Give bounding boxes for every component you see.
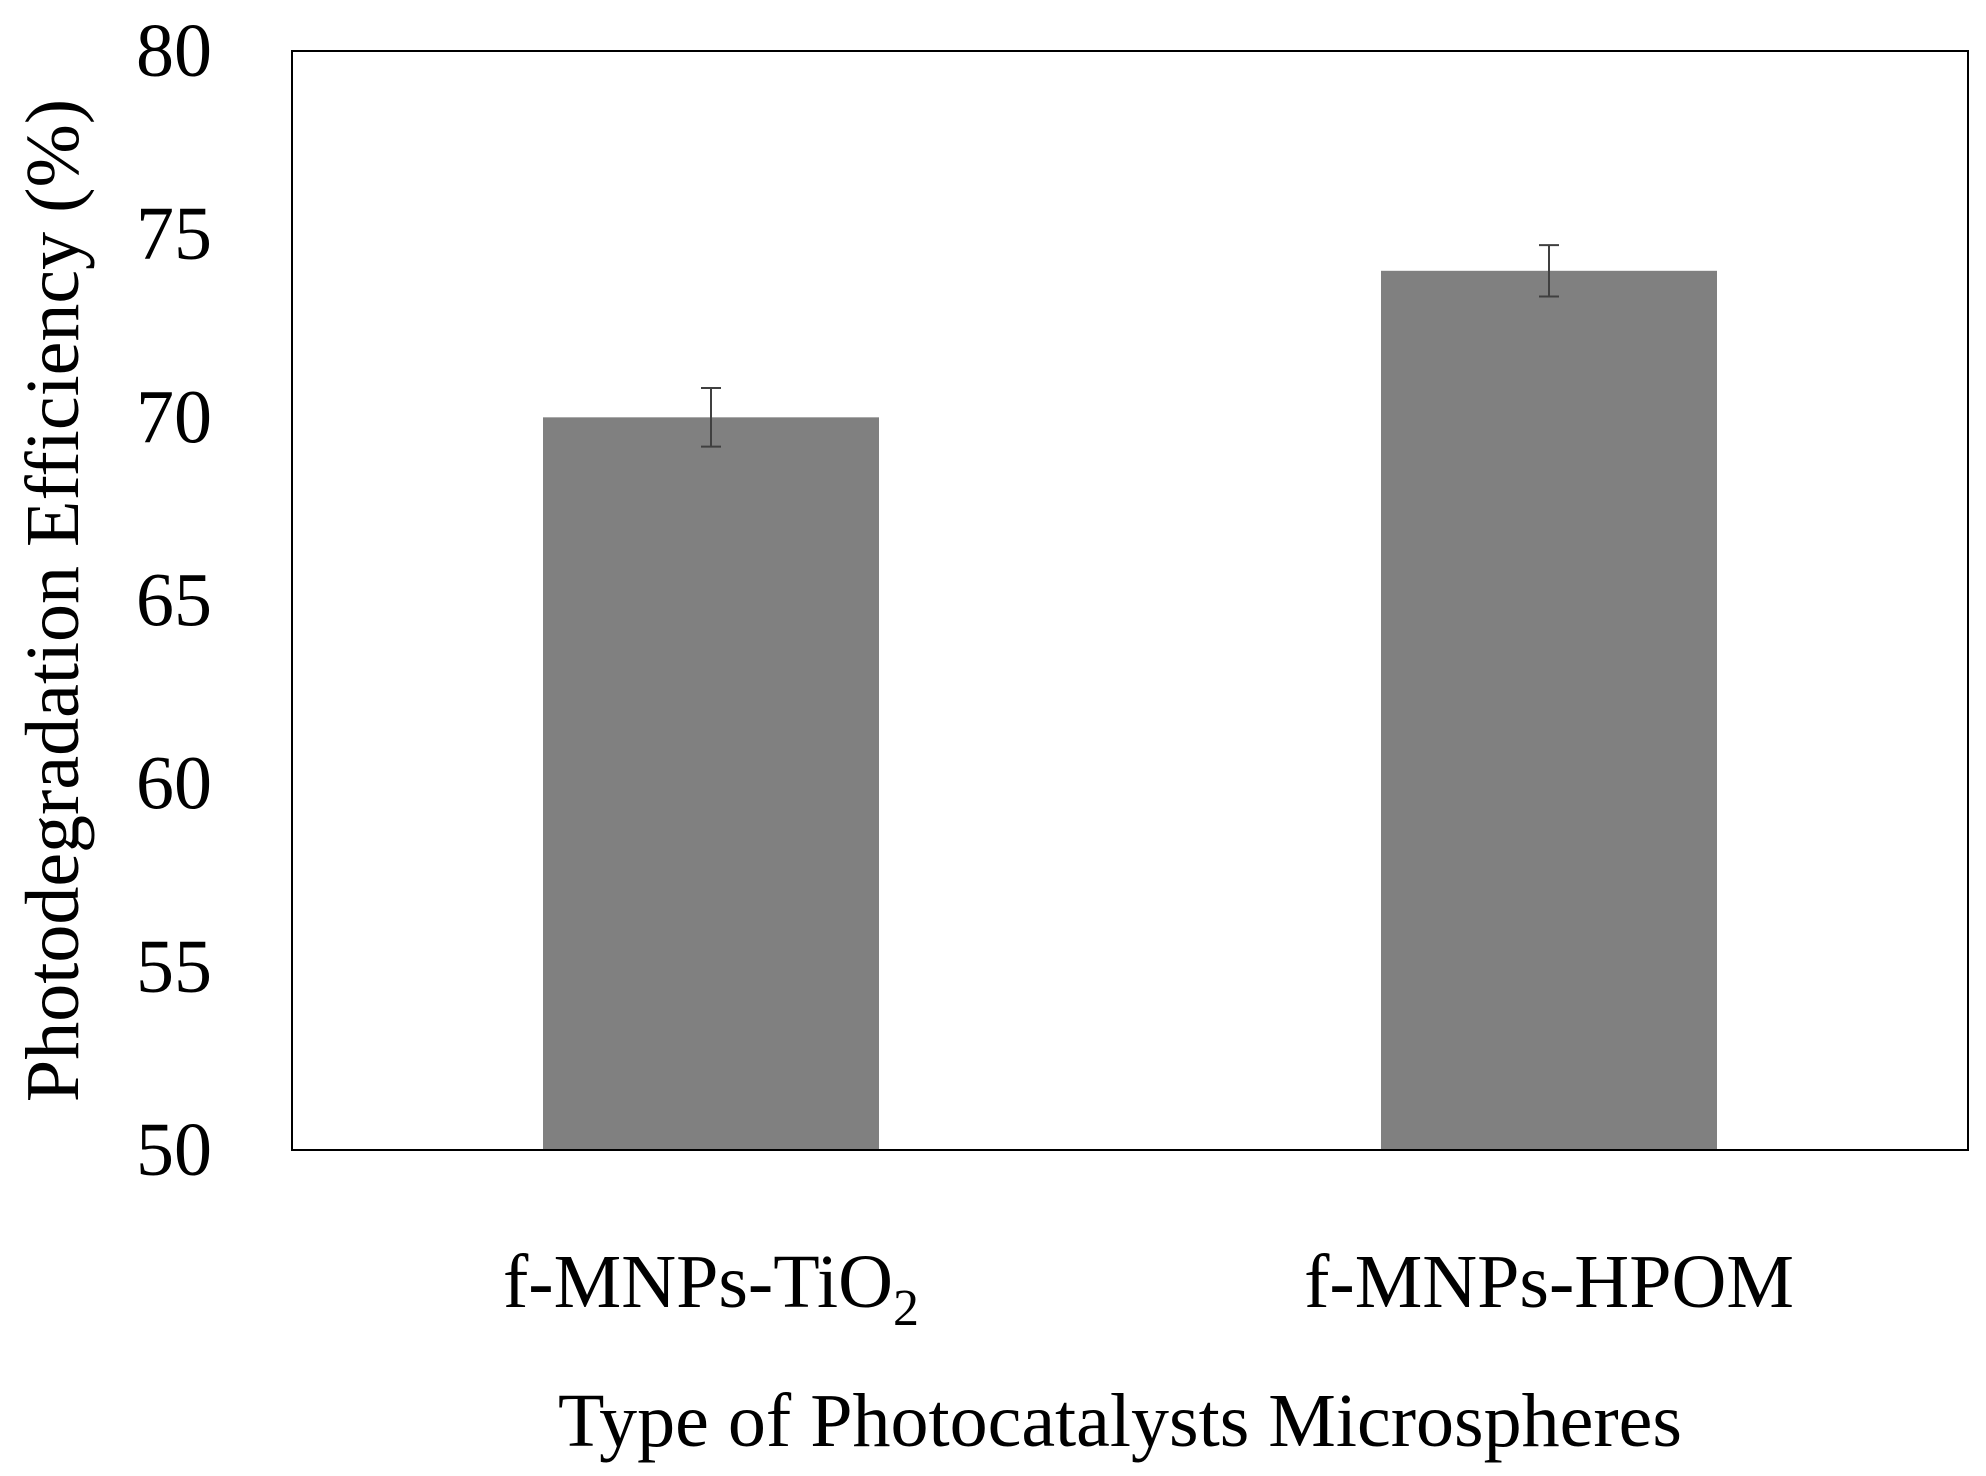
x-category-label: f-MNPs-HPOM (1304, 1240, 1794, 1324)
x-category-label: f-MNPs-TiO2 (503, 1240, 919, 1337)
x-axis-category-labels: f-MNPs-TiO2 f-MNPs-HPOM (503, 1240, 1794, 1337)
y-tick-label: 50 (136, 1108, 212, 1192)
y-tick-label: 60 (136, 742, 212, 826)
x-axis-title: Type of Photocatalysts Microspheres (558, 1379, 1682, 1463)
bar (1381, 270, 1717, 1150)
bars-layer (543, 270, 1717, 1150)
y-axis-tick-labels: 50 55 60 65 70 75 80 (136, 9, 212, 1192)
y-tick-label: 65 (136, 559, 212, 643)
plot-area-frame (291, 50, 1969, 1151)
error-bars-layer (701, 244, 1559, 448)
y-tick-label: 80 (136, 9, 212, 93)
y-axis-title: Photodegradation Efficiency (%) (11, 99, 95, 1102)
bar (543, 417, 879, 1150)
error-bar (1539, 244, 1559, 298)
y-tick-label: 70 (136, 375, 212, 459)
y-tick-label: 55 (136, 925, 212, 1009)
error-bar (701, 387, 721, 448)
y-tick-label: 75 (136, 192, 212, 276)
